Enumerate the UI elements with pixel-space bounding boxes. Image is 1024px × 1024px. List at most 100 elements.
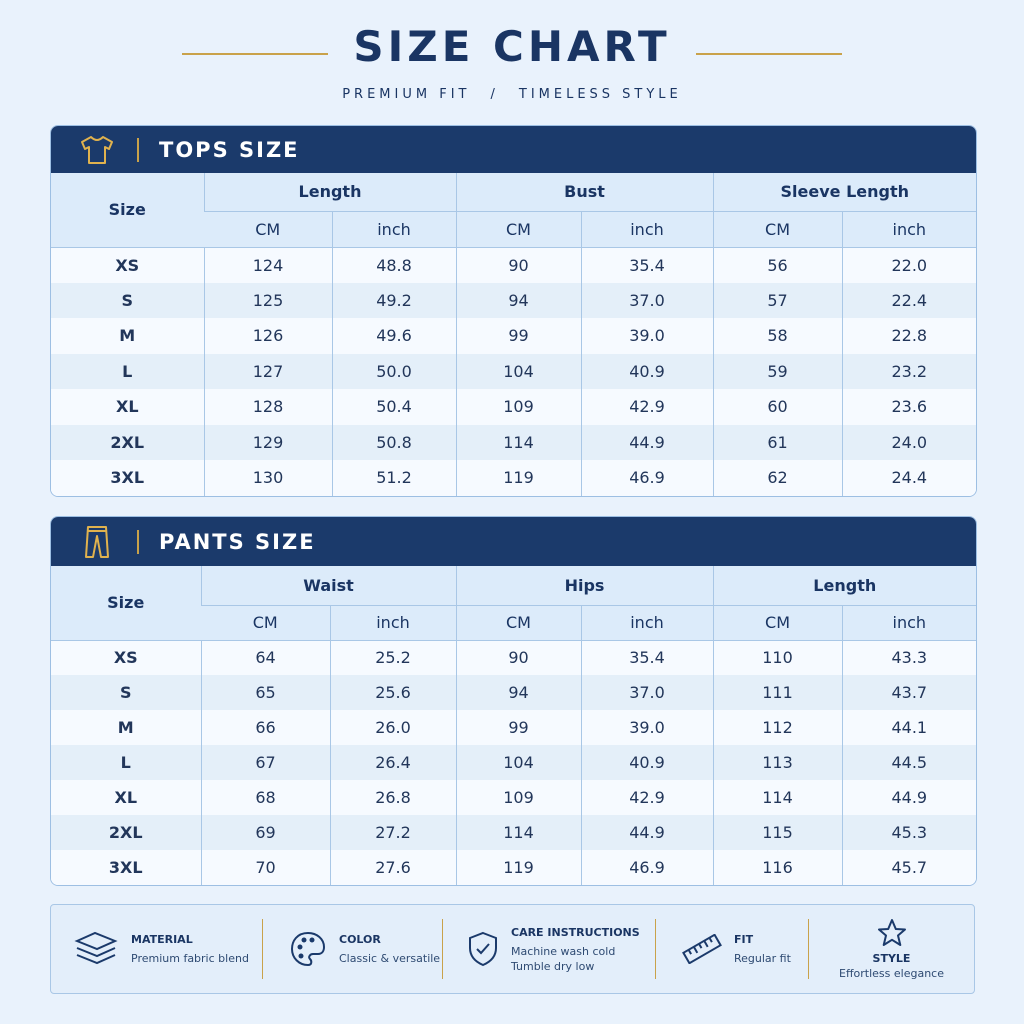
group-header: Bust xyxy=(455,173,714,212)
measure-cell: 104 xyxy=(455,353,581,389)
measure-cell: 44.9 xyxy=(580,424,714,460)
measure-cell: 58 xyxy=(712,318,843,354)
measure-cell: 65 xyxy=(200,675,330,710)
size-cell: L xyxy=(51,745,201,780)
feature-text: Machine wash cold xyxy=(511,944,616,958)
size-row: 2XL 69 27.2 114 44.9 115 45.3 xyxy=(51,815,976,850)
measure-cell: 26.4 xyxy=(329,745,456,780)
size-row: S 125 49.2 94 37.0 57 22.4 xyxy=(51,282,976,318)
tshirt-icon xyxy=(81,135,113,164)
unit-row: CM inch CM inch CM inch xyxy=(51,605,976,641)
size-cell: M xyxy=(51,710,201,745)
subtitle-left: PREMIUM FIT xyxy=(342,87,471,102)
measure-cell: 22.0 xyxy=(841,247,976,283)
measure-cell: 40.9 xyxy=(580,745,714,780)
unit-header: inch xyxy=(841,211,976,248)
unit-row: CM inch CM inch CM inch xyxy=(51,211,976,248)
size-cell: S xyxy=(51,675,201,710)
unit-header: inch xyxy=(331,211,456,248)
measure-cell: 46.9 xyxy=(580,850,714,885)
measure-cell: 119 xyxy=(455,460,581,496)
size-row: M 66 26.0 99 39.0 112 44.1 xyxy=(51,710,976,745)
measure-cell: 35.4 xyxy=(580,247,714,283)
measure-cell: 44.9 xyxy=(841,780,976,815)
measure-cell: 114 xyxy=(712,780,843,815)
measure-cell: 104 xyxy=(455,745,581,780)
measure-cell: 23.6 xyxy=(841,389,976,425)
measure-cell: 44.9 xyxy=(580,815,714,850)
feature: STYLE Effortless elegance xyxy=(809,919,974,980)
gold-rule xyxy=(182,53,328,55)
feature: MATERIAL Premium fabric blend xyxy=(51,919,263,979)
subtitle-right: TIMELESS STYLE xyxy=(518,87,682,102)
size-header: Size xyxy=(51,566,201,641)
measure-cell: 44.1 xyxy=(841,710,976,745)
size-row: 3XL 70 27.6 119 46.9 116 45.7 xyxy=(51,850,976,885)
style-icon xyxy=(877,919,906,946)
size-row: XL 128 50.4 109 42.9 60 23.6 xyxy=(51,389,976,425)
measure-cell: 27.6 xyxy=(329,850,456,885)
unit-header: CM xyxy=(204,211,332,248)
group-row: Size Waist Hips Length xyxy=(51,566,976,641)
feature-title: STYLE xyxy=(872,952,911,965)
measure-cell: 114 xyxy=(455,424,581,460)
feature-text: Premium fabric blend xyxy=(131,952,249,965)
measure-cell: 69 xyxy=(200,815,330,850)
unit-header: inch xyxy=(580,211,714,248)
section-bar: PANTS SIZE xyxy=(51,517,976,566)
size-row: 2XL 129 50.8 114 44.9 61 24.0 xyxy=(51,424,976,460)
size-cell: XL xyxy=(51,389,204,425)
unit-header: CM xyxy=(201,605,330,641)
group-header: Sleeve Length xyxy=(712,173,976,212)
measure-cell: 27.2 xyxy=(329,815,456,850)
section-title: TOPS SIZE xyxy=(159,137,300,162)
measure-cell: 94 xyxy=(455,282,581,318)
group-header: Hips xyxy=(455,566,714,606)
unit-header: inch xyxy=(841,605,976,641)
section-title: PANTS SIZE xyxy=(159,529,316,554)
feature-text: Effortless elegance xyxy=(839,967,944,980)
size-row: XL 68 26.8 109 42.9 114 44.9 xyxy=(51,780,976,815)
measure-cell: 46.9 xyxy=(580,460,714,496)
measure-cell: 124 xyxy=(203,247,332,283)
measure-cell: 113 xyxy=(712,745,843,780)
measure-cell: 50.4 xyxy=(331,389,456,425)
measure-cell: 37.0 xyxy=(580,282,714,318)
measure-cell: 50.0 xyxy=(331,353,456,389)
size-row: XS 124 48.8 90 35.4 56 22.0 xyxy=(51,247,976,283)
measure-cell: 61 xyxy=(712,424,843,460)
measure-cell: 60 xyxy=(712,389,843,425)
measure-cell: 109 xyxy=(455,780,581,815)
size-row: XS 64 25.2 90 35.4 110 43.3 xyxy=(51,640,976,675)
size-cell: 3XL xyxy=(51,850,201,885)
measure-cell: 116 xyxy=(712,850,843,885)
unit-header: inch xyxy=(329,605,456,641)
measure-cell: 37.0 xyxy=(580,675,714,710)
group-row: Size Length Bust Sleeve Length xyxy=(51,173,976,248)
measure-cell: 43.3 xyxy=(841,640,976,675)
measure-cell: 24.0 xyxy=(841,424,976,460)
measure-cell: 90 xyxy=(455,247,581,283)
size-cell: XS xyxy=(51,640,201,675)
measure-cell: 26.0 xyxy=(329,710,456,745)
material-icon xyxy=(74,931,118,965)
measure-cell: 128 xyxy=(203,389,332,425)
measure-cell: 39.0 xyxy=(580,710,714,745)
measure-cell: 114 xyxy=(455,815,581,850)
size-cell: 2XL xyxy=(51,815,201,850)
measure-cell: 24.4 xyxy=(841,460,976,496)
size-row: L 67 26.4 104 40.9 113 44.5 xyxy=(51,745,976,780)
size-cell: S xyxy=(51,282,204,318)
measure-cell: 25.6 xyxy=(329,675,456,710)
tops-section: TOPS SIZE Size Length Bust Sleeve Length CM i… xyxy=(50,125,977,497)
section-bar: TOPS SIZE xyxy=(51,126,976,173)
feature-text: Regular fit xyxy=(734,952,791,965)
size-table: Size Length Bust Sleeve Length CM inch CM inch C… xyxy=(51,173,976,496)
measure-cell: 35.4 xyxy=(580,640,714,675)
title: SIZE CHART xyxy=(353,22,671,71)
pants-section: PANTS SIZE Size Waist Hips Length CM inch CM in… xyxy=(50,516,977,886)
measure-cell: 126 xyxy=(203,318,332,354)
measure-cell: 127 xyxy=(203,353,332,389)
size-cell: M xyxy=(51,318,204,354)
fit-icon xyxy=(682,934,722,964)
